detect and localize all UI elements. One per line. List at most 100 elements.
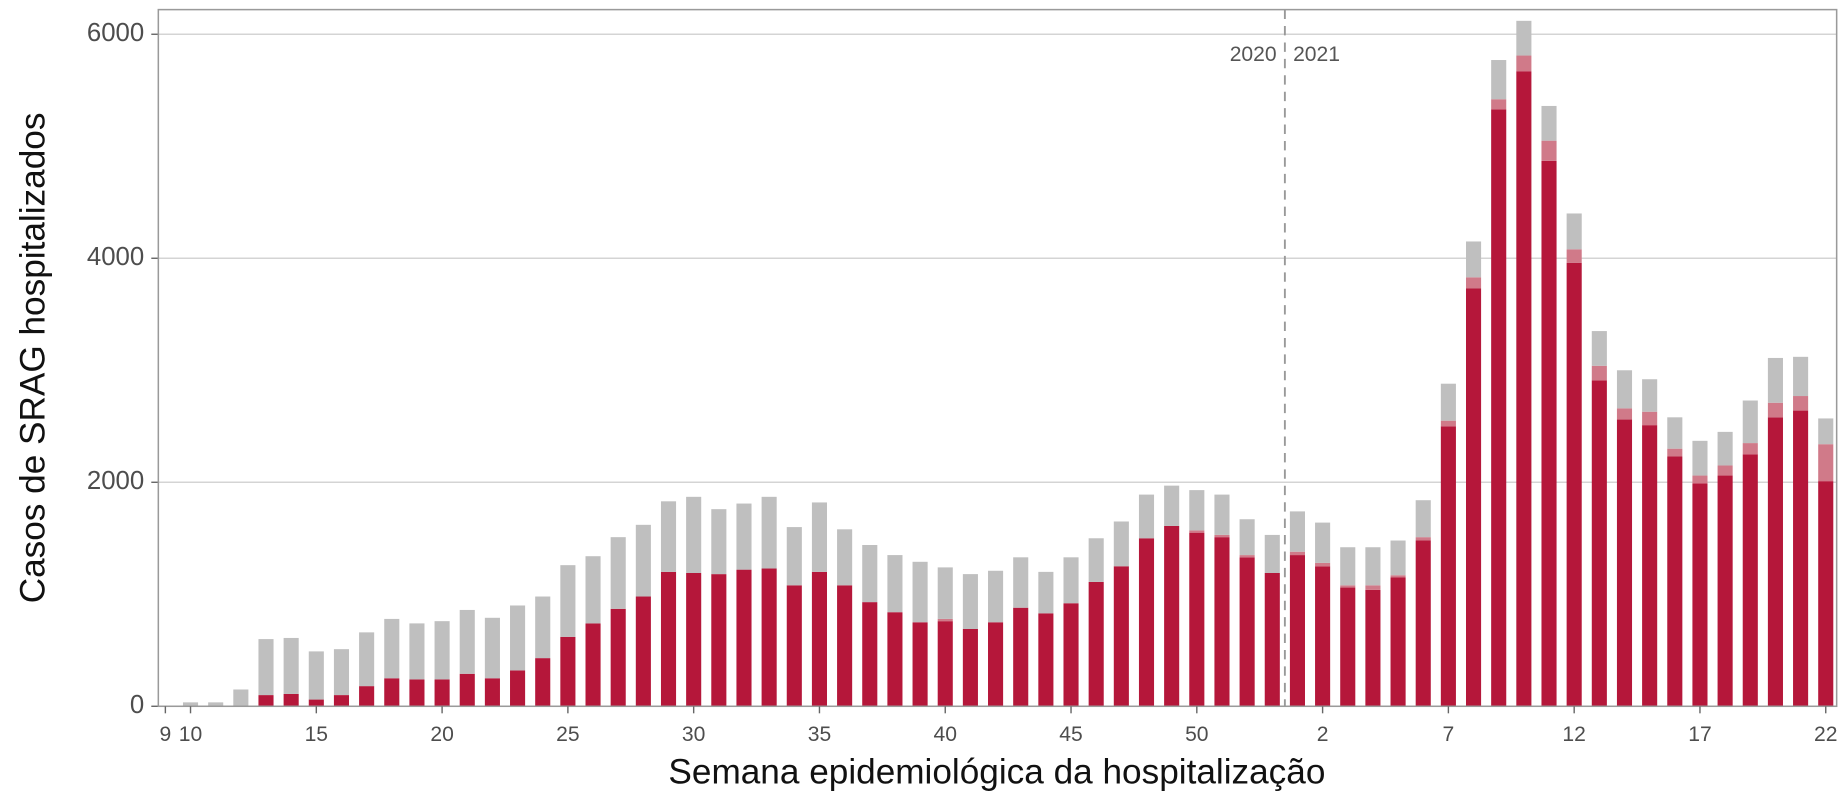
bar-segment bbox=[1365, 585, 1381, 590]
bar-segment bbox=[711, 509, 727, 575]
bar-segment bbox=[1692, 475, 1708, 484]
bar-segment bbox=[1289, 511, 1305, 552]
bar-segment bbox=[1591, 365, 1607, 381]
bar-segment bbox=[1767, 357, 1783, 403]
bar-segment bbox=[283, 637, 299, 694]
bar-segment bbox=[1491, 109, 1507, 707]
bar-segment bbox=[1440, 420, 1456, 427]
bar-segment bbox=[887, 555, 903, 613]
bar-segment bbox=[786, 527, 802, 586]
bar-segment bbox=[585, 556, 601, 624]
bar-segment bbox=[434, 621, 450, 680]
bar-segment bbox=[208, 702, 224, 707]
bar-segment bbox=[560, 565, 576, 637]
bar-segment bbox=[1717, 475, 1733, 707]
bar-segment bbox=[1214, 494, 1230, 535]
x-tick-label: 45 bbox=[1059, 723, 1082, 746]
bar-segment bbox=[761, 496, 777, 569]
bar-segment bbox=[1239, 555, 1255, 558]
bar-segment bbox=[811, 571, 828, 707]
bar-segment bbox=[1541, 160, 1557, 707]
bar-segment bbox=[1465, 288, 1482, 707]
bar-segment bbox=[988, 570, 1004, 623]
bar-segment bbox=[510, 670, 526, 707]
bar-segment bbox=[308, 651, 324, 700]
bar-segment bbox=[233, 689, 249, 707]
bar-segment bbox=[1340, 585, 1356, 588]
bar-segment bbox=[1164, 485, 1180, 526]
x-tick-label: 10 bbox=[179, 723, 202, 746]
bar-segment bbox=[887, 612, 903, 707]
bar-segment bbox=[1113, 521, 1129, 567]
bar-segment bbox=[1340, 547, 1356, 586]
bar-segment bbox=[1289, 555, 1305, 707]
bar-segment bbox=[1038, 613, 1054, 707]
bar-segment bbox=[988, 622, 1004, 707]
bar-segment bbox=[1440, 426, 1456, 707]
bar-segment bbox=[1516, 20, 1532, 56]
bar-segment bbox=[1365, 589, 1381, 707]
bar-segment bbox=[1239, 557, 1255, 707]
bar-segment bbox=[1566, 262, 1582, 707]
bar-segment bbox=[1390, 540, 1406, 576]
bar-segment bbox=[1616, 419, 1633, 707]
bar-segment bbox=[1642, 425, 1658, 707]
bar-segment bbox=[384, 618, 400, 679]
bar-segment bbox=[1742, 454, 1758, 707]
bar-segment bbox=[1440, 383, 1456, 421]
bar-segment bbox=[1642, 411, 1658, 426]
x-tick-label: 40 bbox=[934, 723, 957, 746]
bar-segment bbox=[409, 623, 425, 680]
bar-segment bbox=[1742, 400, 1758, 444]
x-tick-label: 9 bbox=[159, 723, 171, 746]
bar-segment bbox=[333, 695, 350, 707]
bar-segment bbox=[1264, 572, 1280, 707]
bar-segment bbox=[1088, 581, 1104, 707]
bar-segment bbox=[1138, 538, 1155, 707]
bar-segment bbox=[1516, 55, 1532, 72]
bar-segment bbox=[1742, 443, 1758, 455]
bar-segment bbox=[333, 649, 350, 696]
bar-segment bbox=[535, 658, 551, 707]
bar-segment bbox=[1013, 607, 1029, 707]
bar-segment bbox=[585, 623, 601, 707]
bar-segment bbox=[1365, 547, 1381, 586]
bar-segment bbox=[962, 574, 978, 629]
bar-segment bbox=[1717, 465, 1733, 476]
x-tick-label: 17 bbox=[1688, 723, 1711, 746]
x-tick-label: 30 bbox=[682, 723, 705, 746]
bar-segment bbox=[1591, 380, 1607, 707]
bar-segment bbox=[1239, 519, 1255, 556]
bar-segment bbox=[660, 571, 677, 707]
bar-segment bbox=[1315, 566, 1331, 707]
x-tick-label: 50 bbox=[1185, 723, 1208, 746]
y-tick-label: 0 bbox=[130, 691, 144, 719]
annotation: 2021 bbox=[1293, 43, 1340, 66]
bar-segment bbox=[1038, 571, 1054, 614]
x-tick-label: 12 bbox=[1562, 723, 1585, 746]
bar-segment bbox=[686, 496, 702, 573]
bar-segment bbox=[736, 569, 752, 707]
bar-segment bbox=[1164, 525, 1180, 707]
bar-segment bbox=[1189, 490, 1205, 531]
bar-segment bbox=[1616, 370, 1633, 409]
x-tick-label: 2 bbox=[1317, 723, 1329, 746]
bar-segment bbox=[434, 679, 450, 707]
bar-segment bbox=[1818, 444, 1834, 482]
bar-segment bbox=[535, 596, 551, 659]
annotation: 2020 bbox=[1230, 43, 1277, 66]
bar-segment bbox=[1566, 213, 1582, 250]
bar-segment bbox=[937, 618, 953, 622]
bar-segment bbox=[1315, 562, 1331, 567]
bar-segment bbox=[1113, 566, 1129, 707]
bar-segment bbox=[811, 502, 828, 572]
x-axis-title: Semana epidemiológica da hospitalização bbox=[668, 753, 1325, 792]
bar-segment bbox=[711, 574, 727, 707]
bar-segment bbox=[1415, 540, 1431, 707]
bar-segment bbox=[459, 673, 475, 707]
bar-segment bbox=[1793, 396, 1809, 411]
bar-segment bbox=[635, 524, 651, 597]
bar-segment bbox=[560, 636, 576, 707]
bar-segment bbox=[837, 585, 853, 707]
